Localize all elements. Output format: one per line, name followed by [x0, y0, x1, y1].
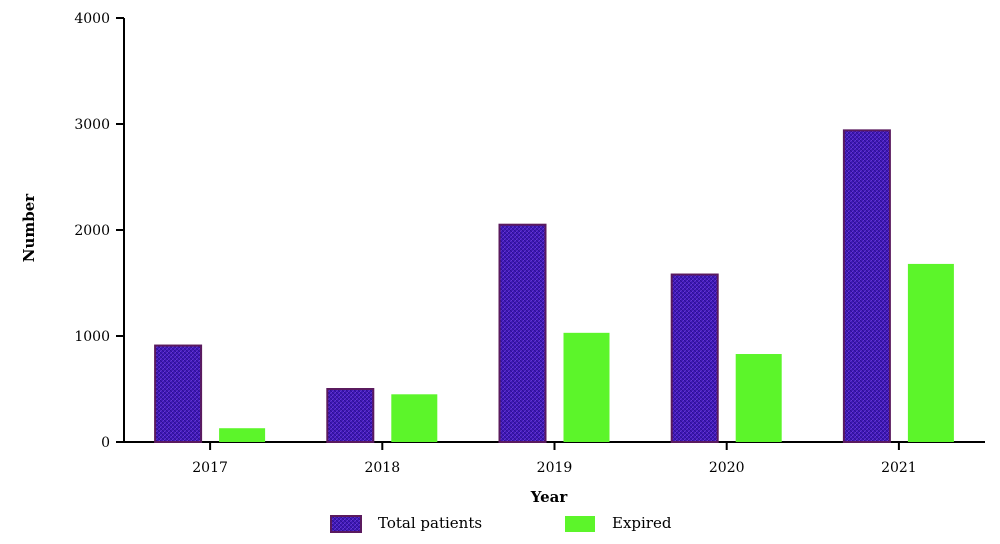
legend: Total patients Expired	[330, 514, 672, 533]
x-tick-label: 2018	[364, 460, 400, 476]
y-axis: 0 1000 2000 3000 4000	[74, 11, 125, 451]
y-tick-label: 2000	[74, 223, 110, 239]
x-tick-label: 2017	[192, 460, 228, 476]
bars-group	[154, 129, 954, 444]
x-tick-label: 2019	[537, 460, 573, 476]
bar-expired	[219, 428, 266, 442]
bar-total-patients	[670, 273, 719, 443]
y-tick-label: 4000	[74, 11, 110, 27]
y-tick-label: 0	[101, 435, 110, 451]
legend-label-total-patients: Total patients	[378, 514, 482, 532]
legend-swatch-total-patients	[330, 515, 362, 533]
bar-expired	[391, 394, 438, 442]
bar-total-patients	[326, 388, 375, 443]
y-tick-label: 1000	[74, 329, 110, 345]
legend-label-expired: Expired	[612, 514, 672, 532]
bar-total-patients	[498, 223, 547, 443]
bar-total-patients	[154, 344, 203, 444]
bar-expired	[735, 354, 782, 442]
bar-expired	[563, 332, 610, 442]
y-axis-title: Number	[20, 193, 38, 263]
bar-total-patients	[842, 129, 891, 444]
x-tick-label: 2020	[709, 460, 745, 476]
bar-expired	[907, 263, 954, 442]
x-axis-title: Year	[530, 488, 569, 506]
y-tick-label: 3000	[74, 117, 110, 133]
x-tick-label: 2021	[881, 460, 917, 476]
x-axis: 2017 2018 2019 2020 2021	[124, 441, 985, 476]
legend-swatch-expired	[565, 516, 595, 532]
